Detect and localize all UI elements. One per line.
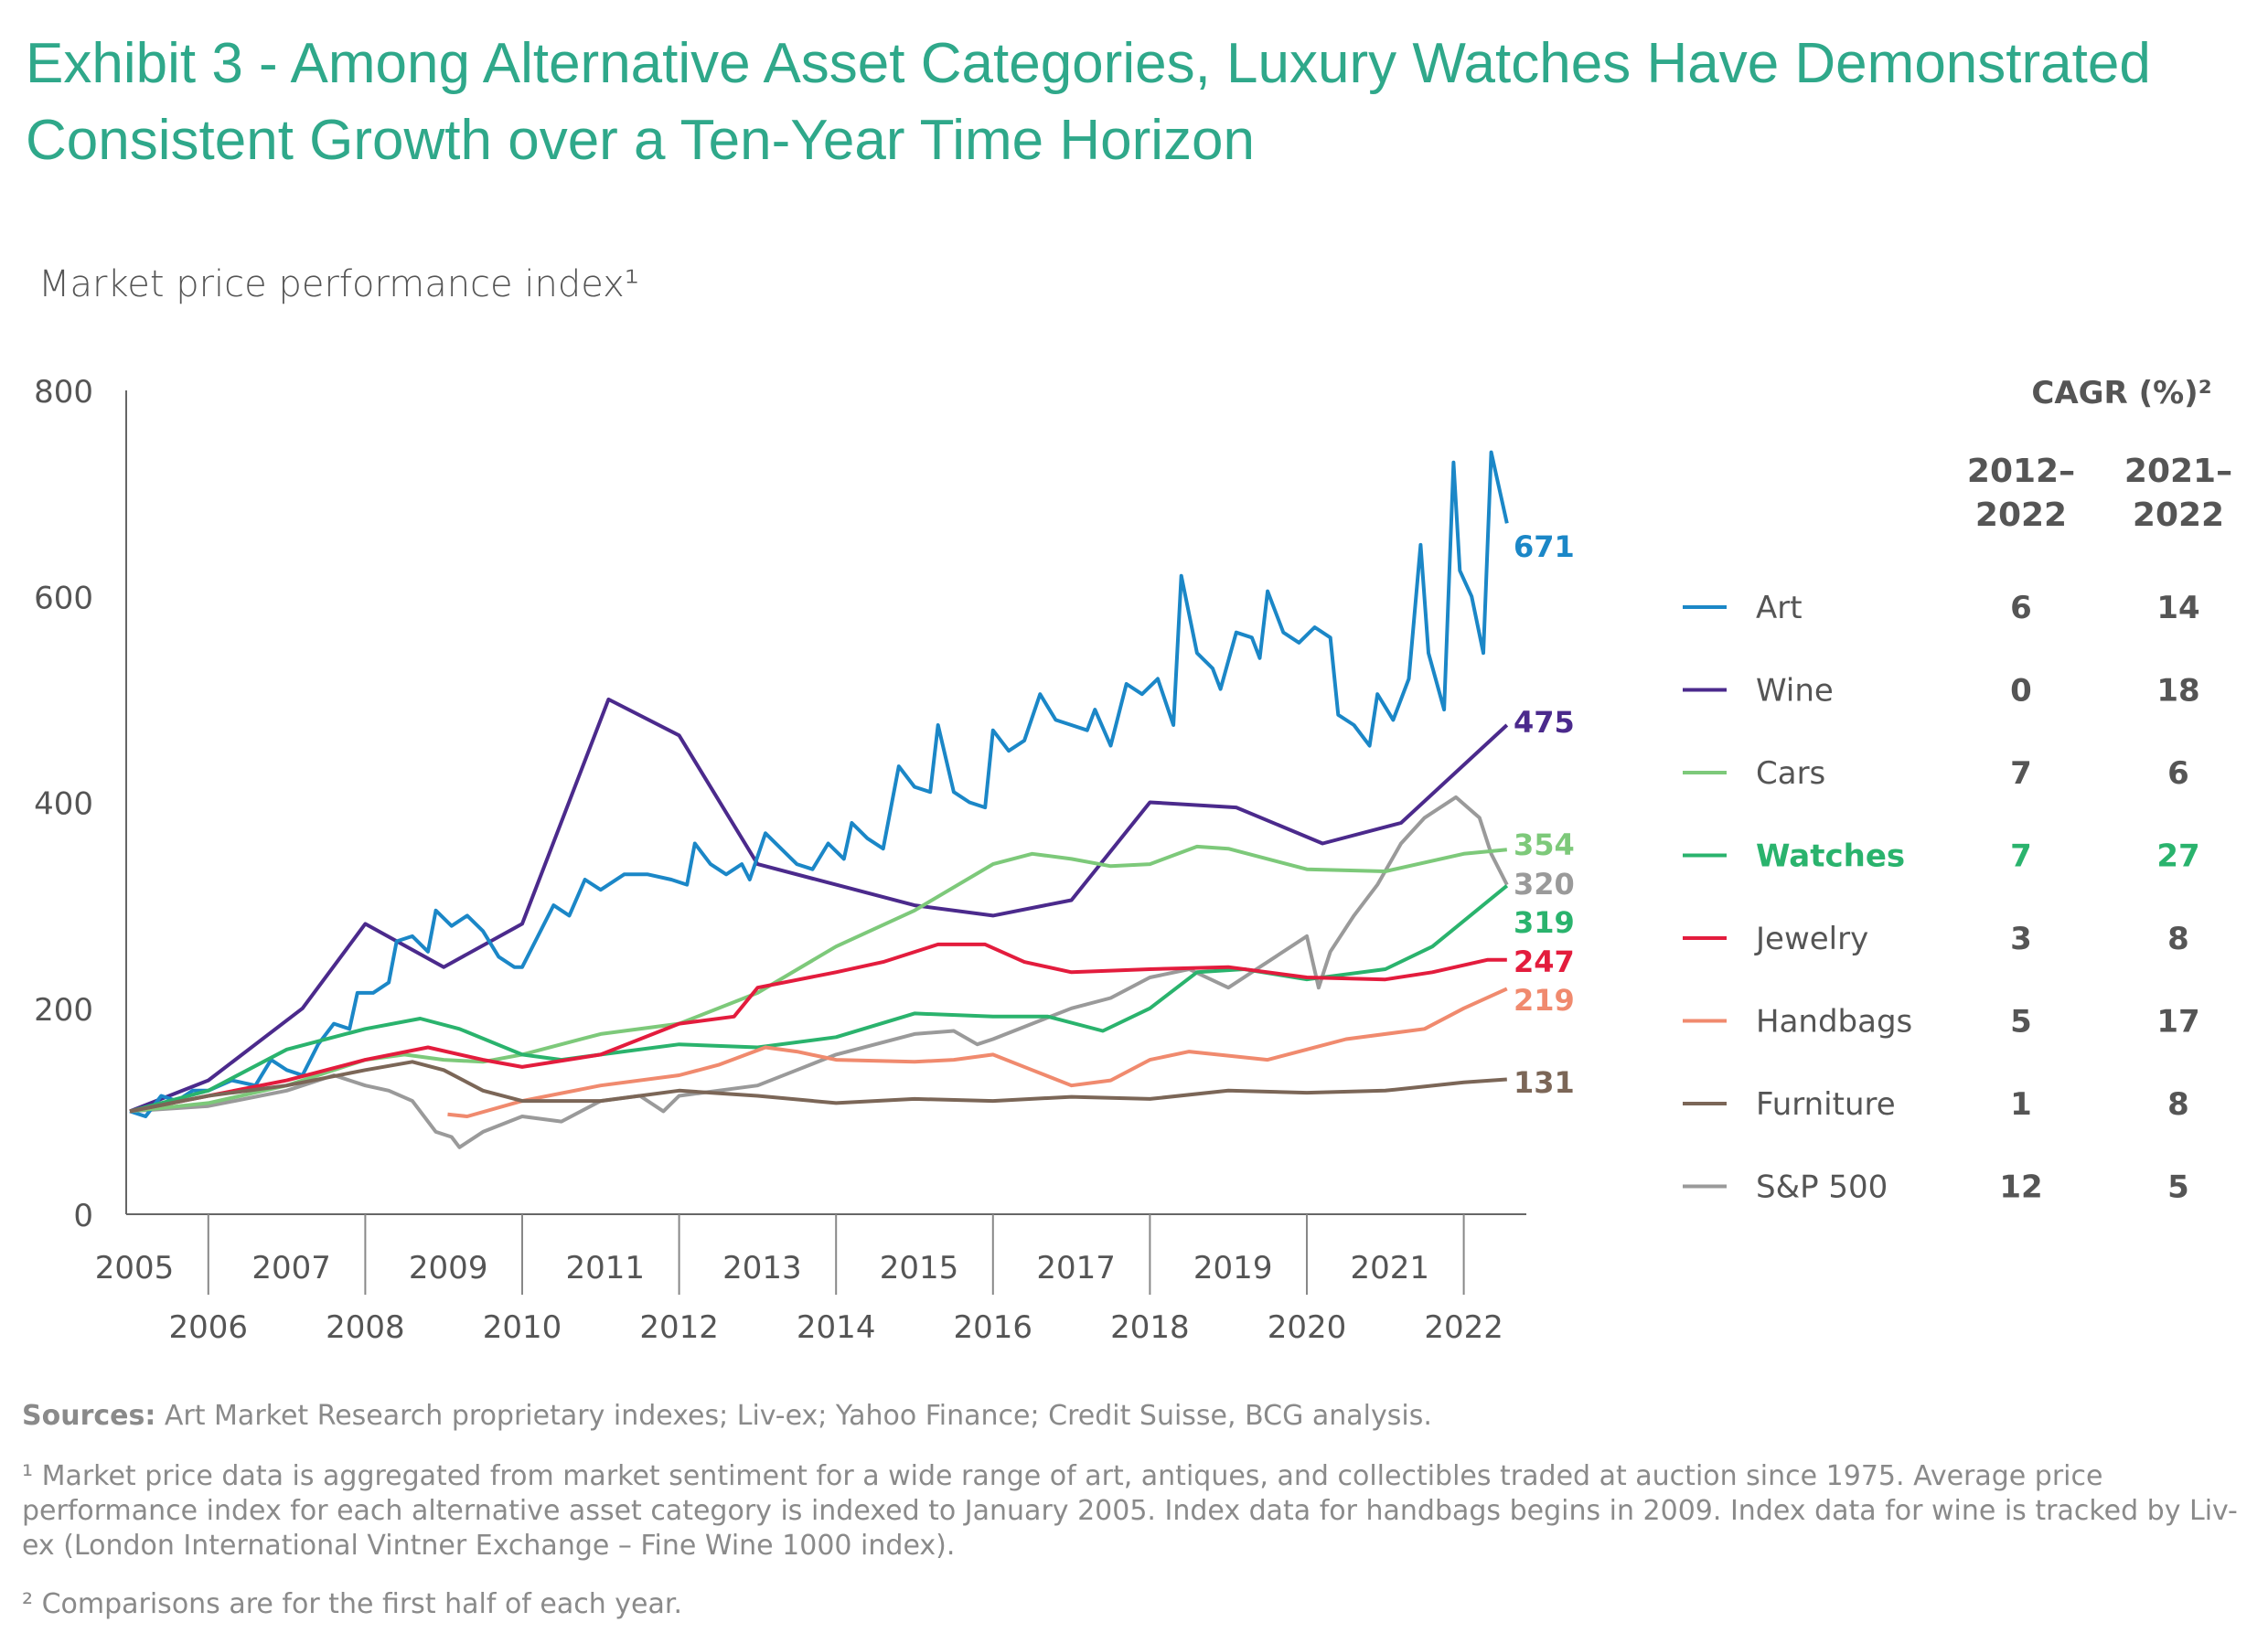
x-tick-label: 2009 (409, 1250, 488, 1286)
series-line-furniture (129, 1060, 1507, 1114)
chart-title: Exhibit 3 - Among Alternative Asset Cate… (26, 32, 2151, 172)
x-tick-label: 2015 (880, 1250, 959, 1286)
series-line-handbags (447, 987, 1508, 1118)
cagr-value: 12 (1999, 1169, 2042, 1206)
x-tick-label: 2007 (251, 1250, 331, 1286)
series-line-jewelry (129, 942, 1507, 1114)
cagr-value: 27 (2156, 838, 2199, 875)
y-tick-label: 400 (34, 786, 93, 823)
legend-title: CAGR (%)² (2031, 375, 2211, 411)
x-tick-label: 2017 (1036, 1250, 1116, 1286)
chart-subtitle: Market price performance index¹ (38, 263, 639, 305)
series-lines (129, 450, 1509, 1149)
footnote-2: ² Comparisons are for the first half of … (22, 1588, 682, 1620)
footnote-1: ¹ Market price data is aggregated from m… (22, 1460, 2238, 1562)
legend-label: Wine (1756, 673, 1834, 710)
series-line-s-p-500 (129, 795, 1509, 1149)
series-line-cars (129, 844, 1507, 1114)
x-tick-label: 2012 (639, 1309, 719, 1346)
end-label: 219 (1514, 983, 1575, 1018)
x-tick-label: 2018 (1110, 1309, 1190, 1346)
series-line-art (129, 450, 1509, 1118)
cagr-value: 7 (2010, 838, 2032, 875)
x-tick-label: 2014 (797, 1309, 876, 1346)
sources-text: Art Market Research proprietary indexes;… (155, 1400, 1432, 1432)
legend-label: Art (1756, 590, 1803, 626)
cagr-value: 14 (2156, 590, 2199, 626)
cagr-value: 8 (2167, 921, 2189, 957)
legend-label: Handbags (1756, 1004, 1912, 1041)
legend-label: Furniture (1756, 1086, 1896, 1123)
y-tick-label: 200 (34, 992, 93, 1029)
x-tick-label: 2022 (1424, 1309, 1503, 1346)
legend-label: S&P 500 (1756, 1169, 1888, 1206)
cagr-value: 7 (2010, 755, 2032, 792)
cagr-column-header: 2021– (2124, 453, 2232, 490)
end-label: 131 (1514, 1065, 1575, 1100)
cagr-value: 18 (2156, 673, 2199, 710)
y-tick-label: 0 (73, 1198, 93, 1234)
x-tick-label: 2011 (566, 1250, 646, 1286)
end-label: 354 (1514, 827, 1575, 862)
x-tick-label: 2008 (326, 1309, 405, 1346)
sources: Sources: Art Market Research proprietary… (22, 1399, 2253, 1434)
y-tick-label: 800 (34, 374, 93, 411)
x-tick-label: 2020 (1268, 1309, 1347, 1346)
cagr-column-header: 2022 (1975, 496, 2067, 534)
cagr-value: 5 (2010, 1004, 2032, 1041)
cagr-value: 17 (2156, 1004, 2199, 1041)
x-tick-label: 2016 (954, 1309, 1033, 1346)
x-tick-label: 2019 (1193, 1250, 1273, 1286)
cagr-value: 6 (2010, 590, 2032, 626)
x-tick-label: 2010 (483, 1309, 562, 1346)
end-label: 319 (1514, 905, 1575, 940)
cagr-value: 0 (2010, 673, 2032, 710)
legend-label: Jewelry (1754, 921, 1868, 957)
cagr-value: 8 (2167, 1086, 2189, 1123)
y-tick-label: 600 (34, 580, 93, 616)
x-tick-label: 2005 (95, 1250, 175, 1286)
x-tick-label: 2006 (169, 1309, 249, 1346)
legend-label: Watches (1756, 838, 1905, 875)
cagr-column-header: 2012– (1967, 453, 2075, 490)
end-label: 475 (1514, 705, 1575, 740)
x-tick-label: 2021 (1351, 1250, 1430, 1286)
cagr-column-header: 2022 (2133, 496, 2224, 534)
end-label: 320 (1514, 867, 1575, 902)
series-line-wine (129, 697, 1509, 1114)
cagr-value: 3 (2010, 921, 2032, 957)
sources-label: Sources: (22, 1400, 156, 1432)
cagr-value: 6 (2167, 755, 2189, 792)
cagr-value: 1 (2010, 1086, 2032, 1123)
end-labels: 671 475 354 319 247 219 131 320 (1514, 529, 1575, 1100)
end-label: 671 (1514, 529, 1575, 564)
x-tick-label: 2013 (722, 1250, 802, 1286)
cagr-value: 5 (2167, 1169, 2189, 1206)
end-label: 247 (1514, 945, 1575, 979)
legend-label: Cars (1756, 755, 1825, 792)
